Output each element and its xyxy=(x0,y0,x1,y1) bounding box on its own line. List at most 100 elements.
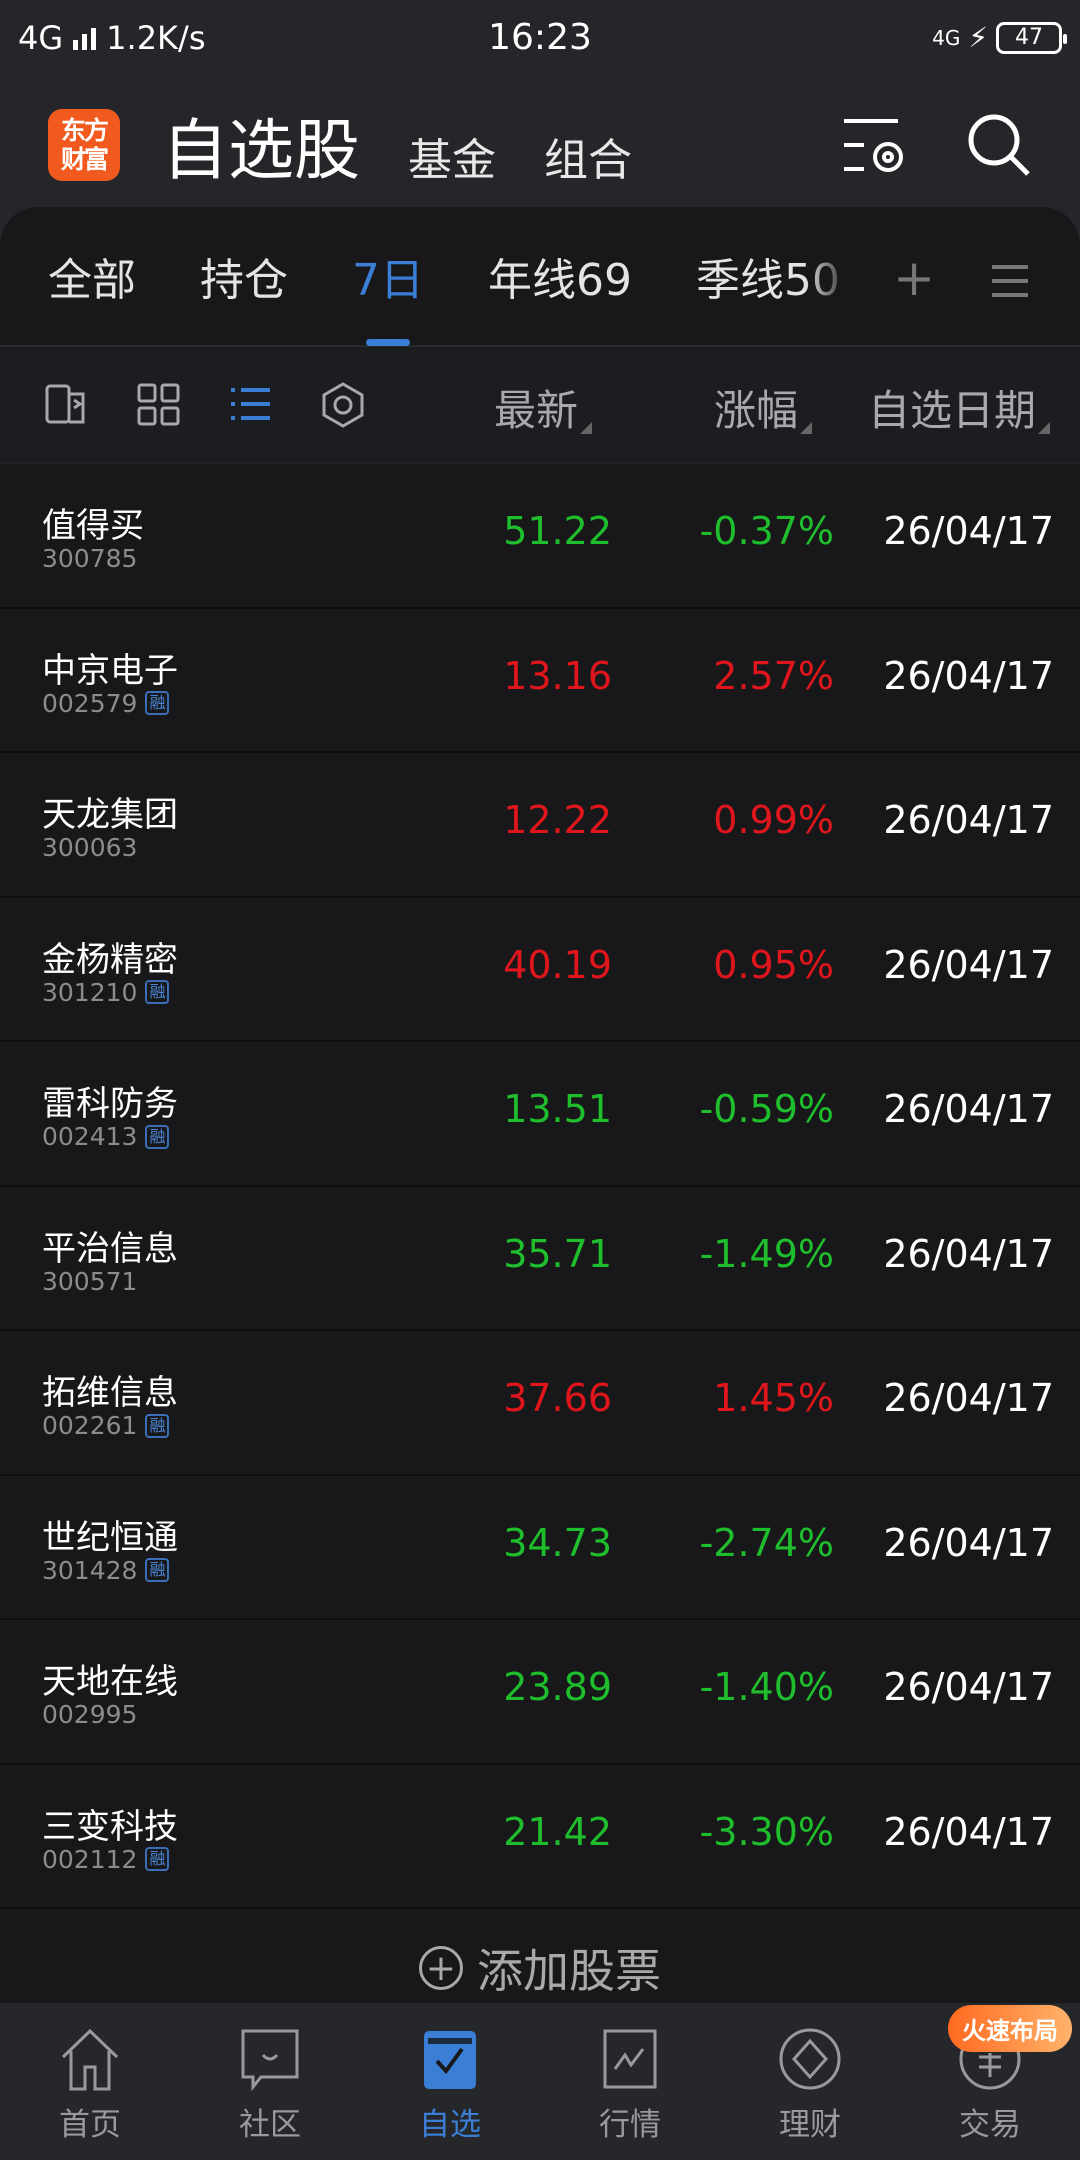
stock-added-date: 26/04/17 xyxy=(883,1520,1054,1565)
app-logo: 东方 财富 xyxy=(48,109,120,181)
stock-price: 51.22 xyxy=(503,509,612,553)
stock-price: 37.66 xyxy=(503,1376,612,1420)
stock-price: 34.73 xyxy=(503,1520,612,1565)
nav-label: 首页 xyxy=(59,2107,121,2143)
stock-change: -1.40% xyxy=(699,1665,834,1709)
column-change[interactable]: 涨幅 xyxy=(714,377,813,438)
nav-community[interactable]: 社区 xyxy=(180,2003,360,2160)
stock-price: 23.89 xyxy=(503,1665,612,1709)
stock-code: 300063 xyxy=(42,833,138,862)
add-group-icon[interactable]: + xyxy=(893,249,935,307)
network-type-right: 4G xyxy=(932,25,961,50)
stock-row[interactable]: 三变科技 002112 融 21.42 -3.30% 26/04/17 xyxy=(0,1765,1080,1909)
tab-year-line[interactable]: 年线69 xyxy=(488,255,632,306)
stock-added-date: 26/04/17 xyxy=(883,1087,1054,1131)
settings-list-icon[interactable] xyxy=(842,115,908,175)
add-stock-label: 添加股票 xyxy=(477,1944,661,1998)
nav-label: 理财 xyxy=(779,2107,841,2143)
column-latest[interactable]: 最新 xyxy=(494,377,593,438)
hexagon-settings-icon[interactable] xyxy=(320,381,366,428)
stock-name: 平治信息 xyxy=(42,1228,178,1269)
list-icon[interactable] xyxy=(228,382,274,428)
stock-name: 金杨精密 xyxy=(42,939,178,980)
stock-row[interactable]: 平治信息 300571 35.71 -1.49% 26/04/17 xyxy=(0,1187,1080,1331)
page-title[interactable]: 自选股 xyxy=(162,112,360,189)
add-stock-button[interactable]: + 添加股票 xyxy=(0,1935,1080,2001)
signal-icon xyxy=(73,26,97,50)
nav-market[interactable]: 行情 xyxy=(540,2003,720,2160)
column-latest-label: 最新 xyxy=(494,386,579,435)
stock-row[interactable]: 雷科防务 002413 融 13.51 -0.59% 26/04/17 xyxy=(0,1042,1080,1187)
stock-price: 35.71 xyxy=(503,1231,612,1276)
app-header: 东方 财富 自选股 基金 组合 xyxy=(0,75,1080,215)
search-icon[interactable] xyxy=(966,112,1032,178)
stock-code: 002995 xyxy=(42,1700,138,1729)
stock-change: -0.37% xyxy=(699,509,834,553)
stock-row[interactable]: 金杨精密 301210 融 40.19 0.95% 26/04/17 xyxy=(0,898,1080,1042)
tab-7day[interactable]: 7日 xyxy=(352,244,424,346)
stock-name: 拓维信息 xyxy=(42,1373,178,1413)
nav-trade[interactable]: 交易 xyxy=(900,2003,1080,2160)
stock-code-wrap: 002112 融 xyxy=(42,1844,170,1874)
stock-added-date: 26/04/17 xyxy=(883,798,1054,842)
stock-code: 002112 xyxy=(42,1844,138,1874)
margin-badge: 融 xyxy=(145,1847,170,1871)
menu-icon[interactable] xyxy=(992,265,1028,307)
network-type: 4G xyxy=(18,18,64,57)
sort-icon xyxy=(580,422,593,434)
stock-row[interactable]: 中京电子 002579 融 13.16 2.57% 26/04/17 xyxy=(0,609,1080,753)
stock-name: 雷科防务 xyxy=(42,1084,178,1124)
column-date[interactable]: 自选日期 xyxy=(868,377,1051,438)
stock-code: 002413 xyxy=(42,1122,138,1151)
stock-row[interactable]: 天龙集团 300063 12.22 0.99% 26/04/17 xyxy=(0,753,1080,898)
promo-badge[interactable]: 火速布局 xyxy=(948,2005,1072,2052)
margin-badge: 融 xyxy=(145,1413,170,1438)
stock-name: 世纪恒通 xyxy=(42,1517,178,1558)
tab-quarter-line[interactable]: 季线50 xyxy=(696,244,851,308)
stock-change: 0.95% xyxy=(713,942,834,987)
switch-view-icon[interactable] xyxy=(44,382,90,428)
stock-code-wrap: 002261 融 xyxy=(42,1411,170,1440)
stock-code: 300571 xyxy=(42,1266,138,1296)
chart-icon xyxy=(603,2029,657,2089)
tab-all[interactable]: 全部 xyxy=(48,255,136,306)
header-tab-portfolio[interactable]: 组合 xyxy=(544,135,632,186)
stock-added-date: 26/04/17 xyxy=(883,1376,1054,1420)
stock-code-wrap: 002995 xyxy=(42,1700,137,1729)
stock-change: -0.59% xyxy=(699,1087,834,1131)
stock-code: 301428 xyxy=(42,1555,138,1585)
nav-home[interactable]: 首页 xyxy=(0,2003,180,2160)
watchlist-panel: 全部 持仓 7日 年线69 季线50 + 最新 涨幅 自选日期 值得买 3007… xyxy=(0,207,1080,2007)
stock-added-date: 26/04/17 xyxy=(883,1809,1054,1854)
stock-name: 天地在线 xyxy=(42,1662,178,1702)
column-change-label: 涨幅 xyxy=(714,386,799,435)
margin-badge: 融 xyxy=(145,691,170,715)
stock-name: 中京电子 xyxy=(42,650,178,691)
status-bar: 4G 1.2K/s 16:23 4G ⚡ 47 xyxy=(0,0,1080,75)
stock-code: 300785 xyxy=(42,544,138,573)
home-icon xyxy=(61,2028,119,2091)
stock-name: 天龙集团 xyxy=(42,795,178,835)
stock-row[interactable]: 拓维信息 002261 融 37.66 1.45% 26/04/17 xyxy=(0,1331,1080,1476)
stock-change: 0.99% xyxy=(713,798,834,842)
stock-added-date: 26/04/17 xyxy=(883,653,1054,698)
stock-code-wrap: 301428 融 xyxy=(42,1555,170,1585)
nav-label: 自选 xyxy=(419,2107,481,2143)
list-toolbar: 最新 涨幅 自选日期 xyxy=(0,347,1080,464)
grid-icon[interactable] xyxy=(136,382,182,428)
stock-row[interactable]: 值得买 300785 51.22 -0.37% 26/04/17 xyxy=(0,464,1080,609)
group-tabs: 全部 持仓 7日 年线69 季线50 + xyxy=(0,207,1080,347)
tab-holdings[interactable]: 持仓 xyxy=(200,255,288,306)
stock-row[interactable]: 天地在线 002995 23.89 -1.40% 26/04/17 xyxy=(0,1620,1080,1765)
chat-bubble-icon xyxy=(241,2029,299,2091)
nav-label: 社区 xyxy=(239,2107,301,2143)
stock-list: 值得买 300785 51.22 -0.37% 26/04/17 中京电子 002… xyxy=(0,464,1080,1909)
watchlist-icon xyxy=(424,2031,476,2089)
network-speed: 1.2K/s xyxy=(106,18,206,57)
nav-watchlist[interactable]: 自选 xyxy=(360,2003,540,2160)
nav-wealth[interactable]: 理财 xyxy=(720,2003,900,2160)
header-tab-fund[interactable]: 基金 xyxy=(408,135,496,186)
margin-badge: 融 xyxy=(145,1558,170,1582)
stock-price: 21.42 xyxy=(503,1809,612,1854)
stock-row[interactable]: 世纪恒通 301428 融 34.73 -2.74% 26/04/17 xyxy=(0,1476,1080,1620)
